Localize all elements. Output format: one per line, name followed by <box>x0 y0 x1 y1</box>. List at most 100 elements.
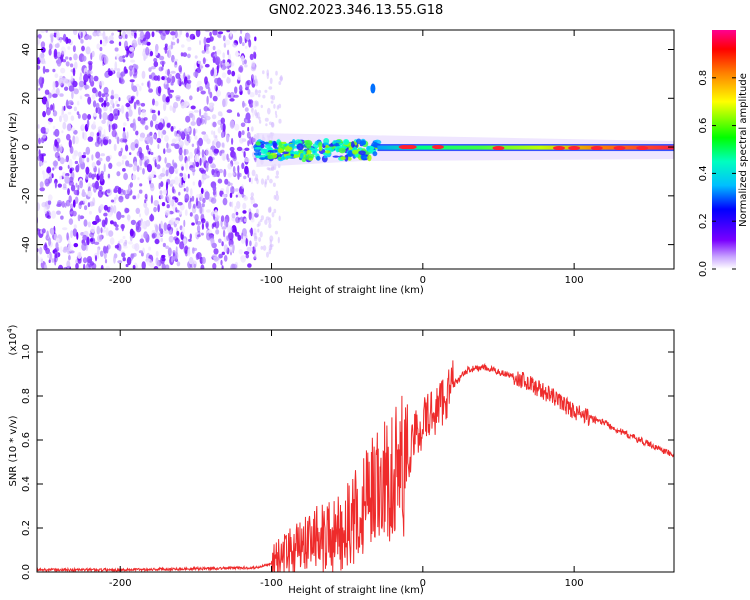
noise-speck <box>77 184 80 191</box>
noise-speck <box>110 199 115 203</box>
noise-speck <box>132 42 138 47</box>
noise-speck <box>242 202 247 210</box>
noise-speck <box>254 109 257 116</box>
noise-speck <box>172 36 175 40</box>
noise-speck <box>87 69 91 77</box>
noise-speck <box>232 30 237 33</box>
noise-speck <box>189 197 192 202</box>
noise-speck <box>193 263 197 268</box>
noise-speck <box>157 86 162 94</box>
noise-speck <box>201 50 206 54</box>
noise-speck <box>82 113 88 121</box>
noise-speck <box>43 206 48 215</box>
noise-speck <box>232 166 236 174</box>
noise-speck <box>196 87 200 92</box>
noise-speck <box>179 140 184 147</box>
noise-speck <box>53 48 58 58</box>
noise-speck <box>247 140 250 147</box>
noise-speck <box>122 59 126 63</box>
noise-speck <box>82 257 88 264</box>
noise-speck <box>264 89 268 93</box>
noise-speck <box>116 71 121 79</box>
y-tick-label: 0 <box>21 144 32 150</box>
noise-speck <box>99 39 103 45</box>
noise-speck <box>113 143 117 152</box>
noise-speck <box>39 187 45 192</box>
noise-speck <box>52 68 56 73</box>
noise-speck <box>103 204 108 211</box>
noise-speck <box>170 31 176 36</box>
noise-speck <box>238 35 243 45</box>
heatmap-noise-region <box>37 30 283 269</box>
noise-speck <box>103 55 109 65</box>
noise-speck <box>212 222 216 228</box>
noise-speck <box>215 229 220 235</box>
noise-speck <box>251 169 256 177</box>
noise-speck <box>137 116 141 122</box>
noise-speck <box>55 87 60 96</box>
noise-speck <box>231 244 235 252</box>
signal-blob <box>340 156 346 161</box>
noise-speck <box>205 50 210 54</box>
noise-speck <box>226 185 229 195</box>
noise-speck <box>83 242 88 246</box>
noise-speck <box>161 202 166 207</box>
noise-speck <box>213 256 219 262</box>
noise-speck <box>103 212 108 217</box>
noise-speck <box>229 146 235 152</box>
snr-y-scale-label: (x104) <box>6 324 19 355</box>
noise-speck <box>122 131 126 140</box>
noise-speck <box>251 136 254 143</box>
noise-speck <box>250 196 254 201</box>
noise-speck <box>170 179 176 185</box>
noise-speck <box>116 211 122 221</box>
noise-speck <box>47 194 53 201</box>
noise-speck <box>217 31 224 35</box>
noise-speck <box>226 30 231 33</box>
svg-text:(x104): (x104) <box>6 324 19 355</box>
noise-speck <box>118 34 123 40</box>
noise-speck <box>95 107 98 114</box>
colorbar-tick-label: 0.0 <box>698 261 709 277</box>
noise-speck <box>162 242 166 248</box>
noise-speck <box>164 45 168 54</box>
noise-speck <box>163 230 169 234</box>
noise-speck <box>141 70 146 79</box>
noise-speck <box>163 148 166 155</box>
y-tick-label: 0.6 <box>21 432 32 448</box>
noise-speck <box>148 151 151 155</box>
signal-blob <box>259 157 266 160</box>
noise-speck <box>139 213 141 218</box>
noise-speck <box>51 258 55 263</box>
y-tick-label: 0.8 <box>21 388 32 404</box>
noise-speck <box>168 73 172 79</box>
noise-speck <box>122 235 126 240</box>
colorbar: 0.0 0.2 0.4 0.6 0.8 Normalized spectral ampl… <box>698 30 749 277</box>
y-tick-label: -40 <box>21 236 32 252</box>
noise-speck <box>56 42 60 48</box>
noise-speck <box>161 263 166 269</box>
noise-speck <box>54 181 57 189</box>
noise-speck <box>157 260 160 267</box>
noise-speck <box>109 40 115 44</box>
noise-speck <box>153 200 159 207</box>
noise-speck <box>104 259 108 264</box>
noise-speck <box>275 70 278 76</box>
noise-speck <box>258 89 262 94</box>
noise-speck <box>83 152 86 156</box>
noise-speck <box>234 52 240 56</box>
noise-speck <box>47 200 52 205</box>
noise-speck <box>237 113 241 117</box>
noise-speck <box>84 71 88 78</box>
noise-speck <box>249 53 254 61</box>
noise-speck <box>221 226 227 230</box>
noise-speck <box>256 111 260 119</box>
signal-hotspot <box>590 146 603 151</box>
noise-speck <box>54 139 58 147</box>
noise-speck <box>171 75 176 83</box>
noise-speck <box>165 96 170 103</box>
noise-speck <box>193 71 199 78</box>
noise-speck <box>92 121 96 126</box>
noise-speck <box>153 265 159 269</box>
noise-speck <box>132 265 136 269</box>
